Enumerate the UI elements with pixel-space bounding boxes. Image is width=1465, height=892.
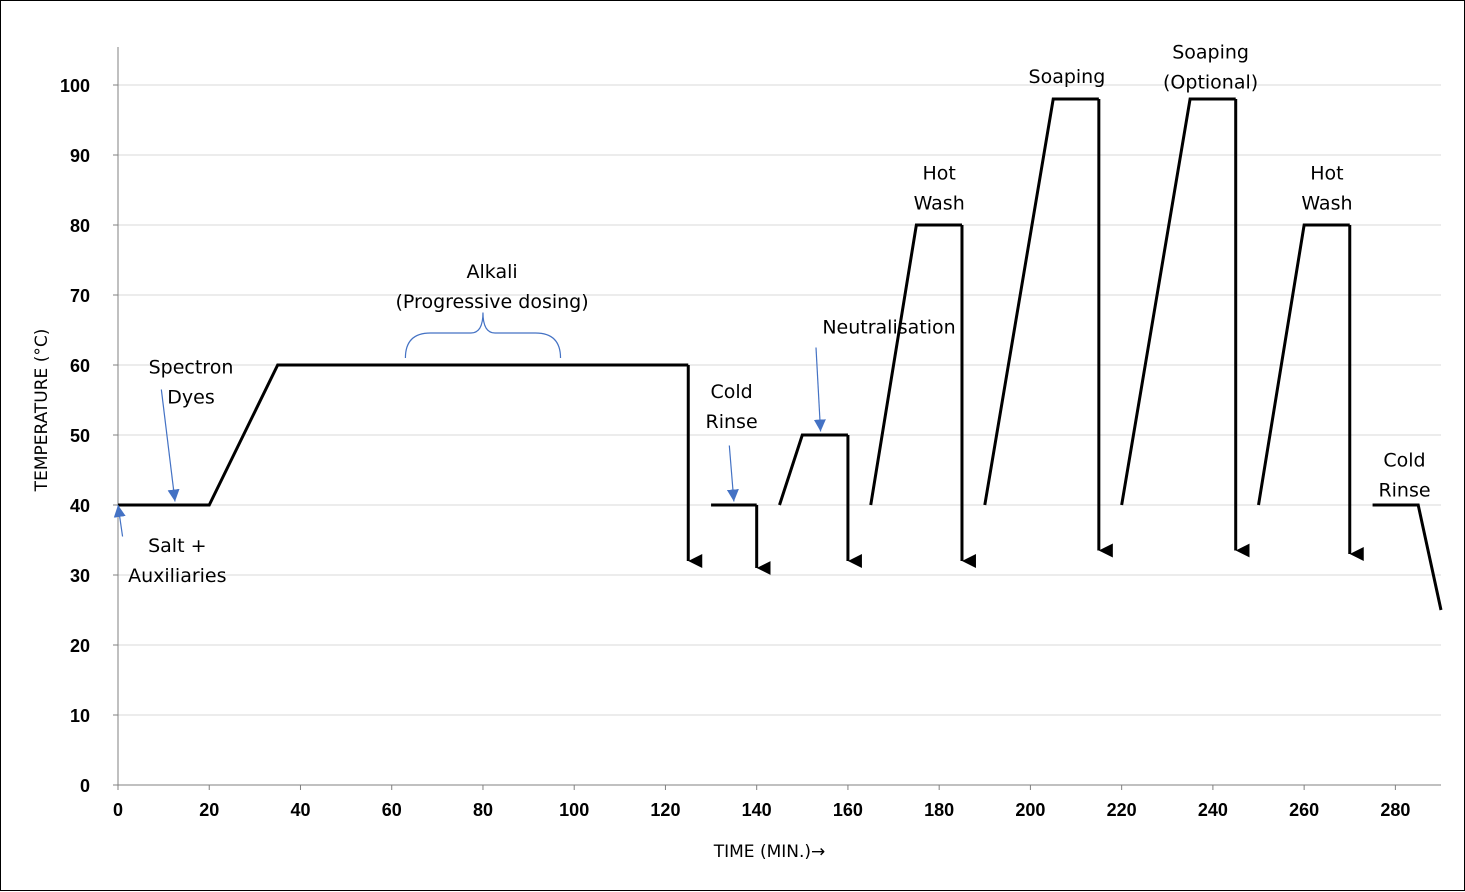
y-tick-label: 10 <box>70 706 90 726</box>
y-tick-label: 0 <box>80 776 90 796</box>
annotation-label: Salt + Auxiliaries <box>128 535 226 587</box>
x-axis-label: TIME (MIN.)→ <box>713 842 826 862</box>
series-line <box>1257 223 1350 506</box>
x-tick-label: 80 <box>473 800 493 820</box>
y-axis-label: TEMPERATURE (°C) <box>32 329 52 493</box>
pointer-arrow <box>113 504 126 537</box>
x-tick-label: 140 <box>742 800 772 820</box>
y-tick-label: 100 <box>60 76 90 96</box>
annotation-line: Alkali <box>467 261 518 283</box>
tick-labels: 0 20 40 60 80 100 120 140 160 180 200 220 240 260 280 0… <box>60 76 1410 820</box>
series-line <box>983 97 1099 506</box>
grid-lines <box>118 84 1441 716</box>
axes <box>113 47 1441 790</box>
annotation-line: Cold <box>710 381 752 403</box>
annotation-line: Wash <box>914 193 965 215</box>
annotation-label: Spectron Dyes <box>149 356 234 408</box>
annotation-line: Rinse <box>1378 480 1430 502</box>
annotation-label: Cold Rinse <box>706 381 758 433</box>
annotation-label: Hot Wash <box>914 163 965 215</box>
x-tick-label: 60 <box>382 800 402 820</box>
x-tick-label: 180 <box>924 800 954 820</box>
annotation-line: Spectron <box>149 356 234 378</box>
x-tick-label: 280 <box>1380 800 1410 820</box>
series-lines <box>118 97 1443 611</box>
y-tick-label: 30 <box>70 566 90 586</box>
annotation-line: Hot <box>922 163 955 185</box>
x-tick-label: 0 <box>113 800 123 820</box>
series-line <box>869 223 962 506</box>
y-tick-label: 50 <box>70 426 90 446</box>
pointer-arrow <box>726 445 739 502</box>
pointer-arrow <box>160 389 180 502</box>
annotation-line: Wash <box>1301 193 1352 215</box>
drop-arrows <box>686 99 1364 575</box>
y-tick-label: 60 <box>70 356 90 376</box>
pointer-arrow <box>813 347 826 432</box>
annotation-line: Auxiliaries <box>128 565 226 587</box>
annotation-line: (Progressive dosing) <box>396 291 589 313</box>
x-tick-label: 220 <box>1107 800 1137 820</box>
annotation-label: Cold Rinse <box>1378 450 1430 502</box>
annotation-line: Salt + <box>148 535 206 557</box>
series-line <box>1120 97 1236 506</box>
annotation-label: Alkali (Progressive dosing) <box>396 261 589 313</box>
y-tick-label: 70 <box>70 286 90 306</box>
series-line <box>778 433 848 506</box>
x-tick-label: 20 <box>199 800 219 820</box>
series-line <box>118 363 689 507</box>
annotation-label: Soaping <box>1029 66 1106 88</box>
x-tick-label: 120 <box>650 800 680 820</box>
y-tick-label: 80 <box>70 216 90 236</box>
annotation-line: Dyes <box>167 386 214 408</box>
x-tick-label: 240 <box>1198 800 1228 820</box>
annotation-line: Soaping <box>1172 41 1249 63</box>
annotation-label: Hot Wash <box>1301 163 1352 215</box>
annotation-line: Rinse <box>706 411 758 433</box>
annotation-label: Soaping (Optional) <box>1163 41 1258 93</box>
annotation-line: Hot <box>1310 163 1343 185</box>
x-tick-label: 160 <box>833 800 863 820</box>
annotation-line: Cold <box>1383 450 1425 472</box>
annotation-line: Soaping <box>1029 66 1106 88</box>
series-line <box>1372 503 1443 611</box>
x-tick-label: 260 <box>1289 800 1319 820</box>
annotation-label: Neutralisation <box>822 317 955 339</box>
y-tick-label: 90 <box>70 146 90 166</box>
annotations: Salt + Auxiliaries Spectron Dyes Alkali (Prog… <box>128 41 1430 587</box>
annotation-line: (Optional) <box>1163 71 1258 93</box>
annotation-line: Neutralisation <box>822 317 955 339</box>
y-tick-label: 20 <box>70 636 90 656</box>
brace <box>404 312 562 359</box>
y-tick-label: 40 <box>70 496 90 516</box>
annotation-pointers <box>113 312 826 537</box>
x-tick-label: 40 <box>290 800 310 820</box>
x-tick-label: 200 <box>1015 800 1045 820</box>
x-tick-label: 100 <box>559 800 589 820</box>
